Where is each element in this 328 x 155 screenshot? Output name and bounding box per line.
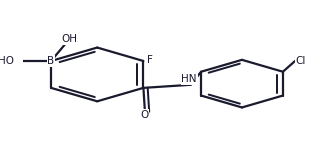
Text: Cl: Cl xyxy=(296,55,306,66)
Text: F: F xyxy=(147,55,153,65)
Text: OH: OH xyxy=(61,34,77,44)
Text: HN: HN xyxy=(181,74,197,84)
Text: HO: HO xyxy=(0,56,14,66)
Text: B: B xyxy=(48,56,54,66)
Text: O: O xyxy=(140,110,149,120)
